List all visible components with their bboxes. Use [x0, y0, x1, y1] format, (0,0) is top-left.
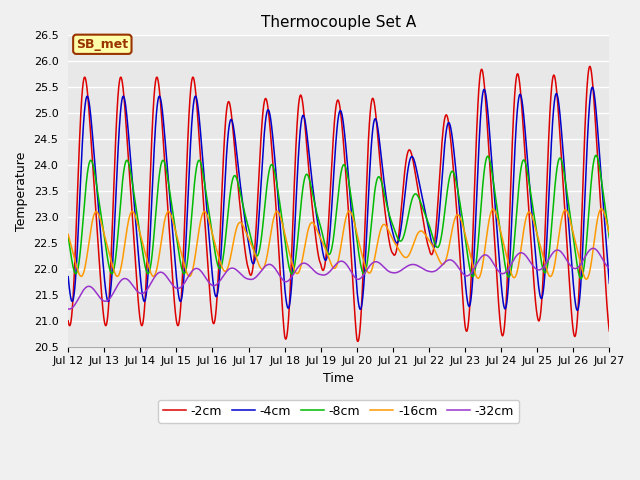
-32cm [589, 245, 597, 251]
-8cm [321, 239, 328, 245]
Title: Thermocouple Set A: Thermocouple Set A [261, 15, 417, 30]
-2cm [576, 264, 584, 270]
-16cm [475, 275, 483, 281]
-8cm [475, 229, 483, 235]
-2cm [64, 318, 72, 324]
-32cm [460, 272, 468, 277]
Line: -32cm: -32cm [68, 248, 609, 309]
-16cm [605, 230, 613, 236]
-2cm [605, 328, 613, 334]
-16cm [460, 226, 468, 232]
-32cm [65, 306, 73, 312]
Y-axis label: Temperature: Temperature [15, 151, 28, 231]
-8cm [576, 275, 584, 280]
-4cm [605, 280, 613, 286]
-2cm [476, 83, 483, 88]
-16cm [582, 276, 590, 282]
-32cm [248, 276, 256, 282]
-16cm [583, 276, 591, 282]
-16cm [248, 243, 256, 249]
-8cm [248, 240, 256, 246]
Line: -8cm: -8cm [68, 156, 609, 278]
-32cm [64, 306, 72, 312]
-2cm [586, 63, 594, 69]
-16cm [598, 206, 605, 212]
-8cm [583, 237, 591, 243]
Text: SB_met: SB_met [76, 38, 129, 51]
-2cm [460, 310, 468, 316]
Line: -4cm: -4cm [68, 87, 609, 311]
-16cm [64, 231, 72, 237]
-4cm [460, 260, 468, 266]
Line: -2cm: -2cm [68, 66, 609, 341]
-2cm [321, 265, 328, 271]
-4cm [64, 274, 72, 279]
-8cm [592, 153, 600, 158]
-4cm [583, 153, 591, 158]
-32cm [583, 251, 591, 257]
X-axis label: Time: Time [323, 372, 354, 385]
-4cm [589, 84, 596, 90]
-4cm [576, 292, 584, 298]
Line: -16cm: -16cm [68, 209, 609, 279]
-16cm [321, 243, 328, 249]
-4cm [475, 142, 483, 147]
-8cm [64, 233, 72, 239]
-8cm [460, 225, 468, 231]
-4cm [321, 256, 328, 262]
-8cm [577, 276, 585, 281]
-32cm [605, 265, 613, 271]
-4cm [573, 308, 581, 313]
-2cm [248, 270, 256, 276]
-32cm [321, 272, 328, 278]
-4cm [248, 259, 256, 265]
-2cm [583, 90, 591, 96]
-32cm [576, 262, 584, 268]
-32cm [476, 257, 483, 263]
-16cm [576, 258, 584, 264]
-8cm [605, 235, 613, 241]
-2cm [354, 338, 362, 344]
Legend: -2cm, -4cm, -8cm, -16cm, -32cm: -2cm, -4cm, -8cm, -16cm, -32cm [158, 400, 519, 423]
